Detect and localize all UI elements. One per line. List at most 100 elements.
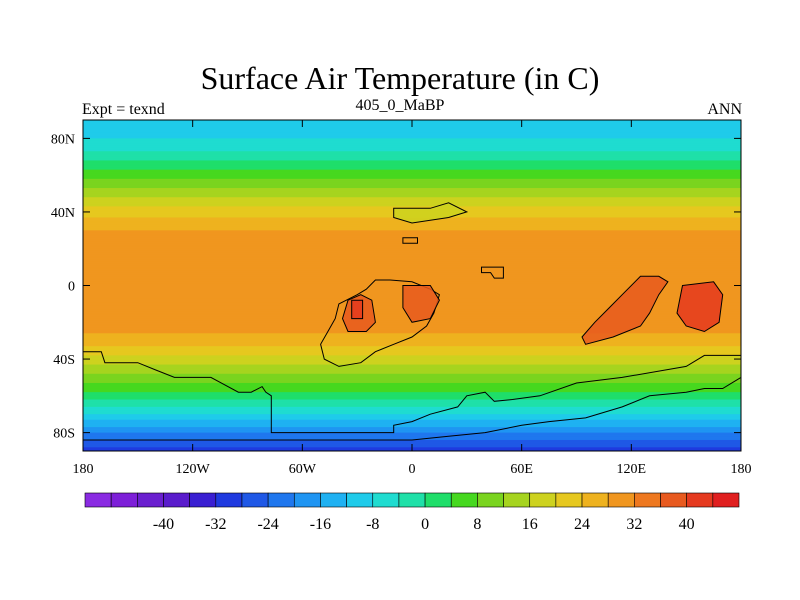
colorbar-swatch: [110, 492, 138, 508]
temperature-band: [83, 362, 741, 366]
lat-tick-label: 40S: [53, 353, 75, 368]
temperature-band: [83, 230, 741, 233]
temperature-band: [83, 410, 741, 413]
temperature-band: [83, 254, 741, 257]
temperature-band: [83, 432, 741, 436]
colorbar-label: 40: [679, 516, 695, 533]
coastline-east-gondwana: [581, 275, 669, 345]
temperature-band: [83, 423, 741, 426]
colorbar-swatch: [712, 492, 740, 508]
temperature-band: [83, 405, 741, 408]
temperature-band: [83, 382, 741, 386]
temperature-band: [83, 327, 741, 331]
temperature-band: [83, 390, 741, 393]
coastline-hot-east-b: [676, 281, 724, 333]
temperature-band: [83, 322, 741, 325]
colorbar-label: 16: [522, 516, 538, 533]
temperature-band: [83, 412, 741, 415]
temperature-band: [83, 228, 741, 231]
temperature-band: [83, 158, 741, 162]
temperature-band: [83, 237, 741, 241]
coastline-hot-island: [351, 299, 364, 320]
temperature-band: [83, 173, 741, 176]
temperature-band: [83, 206, 741, 209]
colorbar-swatch: [450, 492, 478, 508]
temperature-band: [83, 371, 741, 375]
temperature-band: [83, 165, 741, 169]
temperature-band: [83, 182, 741, 185]
temperature-band: [83, 279, 741, 283]
temperature-band: [83, 259, 741, 263]
colorbar-swatch: [660, 492, 687, 508]
lon-tick-label: 60E: [510, 462, 533, 477]
coastline-west-africa-block: [320, 279, 440, 367]
temperature-band: [83, 386, 741, 390]
temperature-band: [83, 375, 741, 379]
temperature-band: [83, 338, 741, 342]
colorbar-swatch: [581, 492, 609, 508]
temperature-band: [83, 178, 741, 182]
temperature-band: [83, 200, 741, 204]
temperature-band: [83, 366, 741, 369]
temperature-band: [83, 377, 741, 380]
colorbar-swatch: [634, 492, 661, 508]
temperature-band: [83, 142, 741, 145]
temperature-band: [83, 189, 741, 193]
temperature-band: [83, 417, 741, 421]
colorbar-label: -24: [257, 516, 278, 533]
colorbar-swatch: [424, 492, 452, 508]
temperature-band: [83, 357, 741, 360]
temperature-band: [83, 132, 741, 136]
temperature-band: [83, 438, 741, 441]
lat-tick-label: 80N: [51, 132, 75, 147]
temperature-band: [83, 188, 741, 191]
temperature-band: [83, 149, 741, 152]
temperature-band: [83, 342, 741, 345]
temperature-band: [83, 272, 741, 276]
colorbar: -40 -32 -24 -16 -8 0 8 16 24 32 40: [84, 492, 740, 533]
colorbar-label: -32: [205, 516, 226, 533]
temperature-band: [83, 414, 741, 417]
temperature-band: [83, 329, 741, 333]
lat-tick-label: 0: [68, 280, 75, 295]
temperature-band: [83, 235, 741, 239]
temperature-band: [83, 153, 741, 156]
colorbar-swatch: [137, 492, 164, 508]
colorbar-swatch: [84, 492, 112, 508]
temperature-band: [83, 160, 741, 163]
season-label: ANN: [707, 101, 742, 118]
temperature-band: [83, 349, 741, 353]
colorbar-swatch: [163, 492, 190, 508]
temperature-band: [83, 164, 741, 167]
temperature-band: [83, 156, 741, 160]
temperature-band: [83, 267, 741, 270]
temperature-band: [83, 197, 741, 200]
colorbar-swatch: [555, 492, 583, 508]
temperature-band: [83, 204, 741, 208]
coastline-northern-islet: [402, 237, 418, 244]
temperature-band: [83, 222, 741, 226]
temperature-band: [83, 191, 741, 195]
temperature-band: [83, 416, 741, 419]
temperature-band: [83, 355, 741, 358]
lat-tick-label: 80S: [53, 427, 75, 442]
temperature-band: [83, 140, 741, 143]
temperature-band: [83, 184, 741, 187]
temperature-band: [83, 379, 741, 382]
temperature-band: [83, 441, 741, 445]
temperature-band: [83, 344, 741, 347]
temperature-band: [83, 232, 741, 235]
temperature-band: [83, 408, 741, 412]
temperature-band: [83, 138, 741, 141]
lat-tick-label: 40N: [51, 206, 75, 221]
temperature-band: [83, 171, 741, 174]
lon-tick-label: 0: [409, 462, 416, 477]
temperature-band: [83, 403, 741, 406]
temperature-band: [83, 434, 741, 437]
temperature-band: [83, 151, 741, 154]
temperature-band: [83, 167, 741, 171]
temperature-band: [83, 331, 741, 334]
temperature-band: [83, 270, 741, 274]
temperature-band: [83, 360, 741, 364]
